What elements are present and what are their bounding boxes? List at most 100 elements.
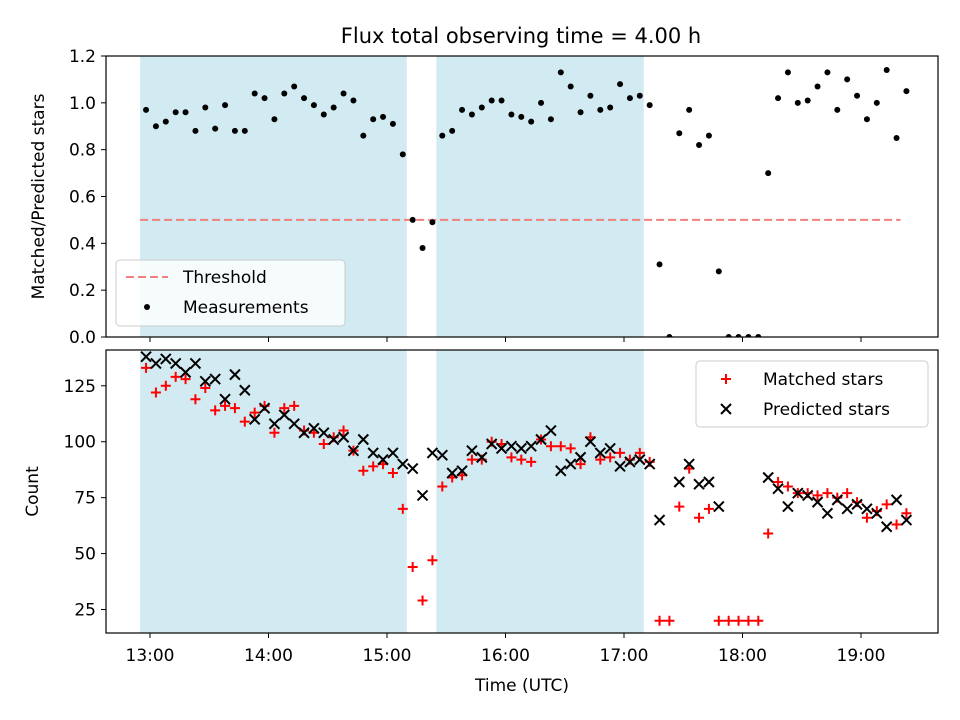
legend-measurements-swatch <box>144 304 150 310</box>
data-point <box>192 127 199 134</box>
data-point <box>901 508 912 519</box>
legend-box <box>695 360 929 428</box>
x-axis-label: Time (UTC) <box>474 676 569 696</box>
data-point <box>782 481 793 492</box>
data-point <box>337 431 350 443</box>
data-point <box>890 494 903 506</box>
data-point <box>150 357 162 370</box>
data-point <box>320 111 327 118</box>
data-point <box>525 440 537 452</box>
x-tick-label: 14:00 <box>244 646 293 666</box>
data-point <box>891 519 902 530</box>
data-point <box>209 373 221 385</box>
y-tick-label: 0.6 <box>69 188 96 208</box>
bottom-panel: 13:00 14:00 15:00 16:00 17:00 18:00 19:00 25 50 7… <box>23 349 939 696</box>
data-point <box>150 387 161 398</box>
data-point <box>903 88 910 95</box>
data-point <box>377 453 389 466</box>
y-axis-label: Matched/Predicted stars <box>29 93 49 299</box>
data-point <box>614 460 626 473</box>
data-point <box>498 97 505 104</box>
data-point <box>604 442 616 455</box>
data-point <box>735 334 742 337</box>
data-point <box>180 374 191 385</box>
data-point <box>557 69 564 76</box>
data-point <box>239 384 251 396</box>
data-point <box>357 433 370 446</box>
data-point <box>389 120 396 127</box>
data-point <box>683 458 695 470</box>
data-point <box>861 503 873 515</box>
data-point <box>220 400 231 411</box>
data-point <box>190 394 201 405</box>
y-tick-label: 0.2 <box>69 281 96 301</box>
data-point <box>350 97 357 104</box>
shaded-interval <box>140 350 407 633</box>
data-point <box>478 104 485 111</box>
data-point <box>162 118 169 125</box>
data-point <box>508 111 515 118</box>
data-point <box>587 92 594 99</box>
data-point <box>269 427 280 438</box>
data-point <box>330 104 337 111</box>
data-point <box>143 106 150 113</box>
data-point <box>189 357 202 370</box>
data-point <box>861 512 872 523</box>
data-point <box>338 425 349 436</box>
data-point <box>733 615 744 626</box>
data-point <box>851 498 863 511</box>
data-point <box>564 458 577 470</box>
legend: Matched stars Predicted stars <box>695 360 929 428</box>
data-point <box>387 468 398 479</box>
legend-box <box>115 259 346 327</box>
data-point <box>900 514 913 526</box>
data-point <box>545 441 556 452</box>
data-point <box>506 452 517 463</box>
data-point <box>318 427 330 439</box>
data-point <box>141 362 152 373</box>
shaded-interval <box>436 350 644 633</box>
data-point <box>762 471 774 484</box>
data-point <box>881 499 892 510</box>
data-point <box>160 380 171 391</box>
data-point <box>804 97 811 104</box>
data-point <box>251 90 258 97</box>
data-point <box>811 496 824 508</box>
data-point <box>380 113 387 120</box>
data-point <box>784 69 791 76</box>
y-tick-label: 0.0 <box>69 328 96 348</box>
y-tick-label: 125 <box>64 377 96 397</box>
data-point <box>288 418 300 430</box>
data-point <box>584 436 597 448</box>
data-point <box>643 458 656 470</box>
legend-label: Predicted stars <box>763 400 890 420</box>
data-point <box>446 467 458 479</box>
data-point <box>694 512 705 523</box>
series-predicted-stars <box>140 351 913 533</box>
data-point <box>436 449 449 461</box>
data-point <box>199 375 212 388</box>
data-point <box>488 97 495 104</box>
data-point <box>713 500 725 513</box>
data-point <box>715 268 722 275</box>
data-point <box>713 615 724 626</box>
x-tick-label: 19:00 <box>837 646 886 666</box>
data-point <box>169 357 182 370</box>
data-point <box>755 334 762 337</box>
data-point <box>705 132 712 139</box>
x-tick-label: 15:00 <box>363 646 412 666</box>
top-panel: 0.0 0.2 0.4 0.6 0.8 1.0 1.2 Matched/Predicted s… <box>29 47 939 348</box>
data-point <box>515 442 528 455</box>
shaded-interval <box>436 56 644 337</box>
data-point <box>516 454 527 465</box>
data-point <box>526 456 537 467</box>
data-point <box>291 83 298 90</box>
data-point <box>673 476 686 488</box>
data-point <box>765 170 772 177</box>
data-point <box>416 489 429 502</box>
data-point <box>773 476 784 487</box>
series-measurements <box>143 67 910 337</box>
y-tick-label: 0.8 <box>69 141 96 161</box>
data-point <box>792 487 804 499</box>
